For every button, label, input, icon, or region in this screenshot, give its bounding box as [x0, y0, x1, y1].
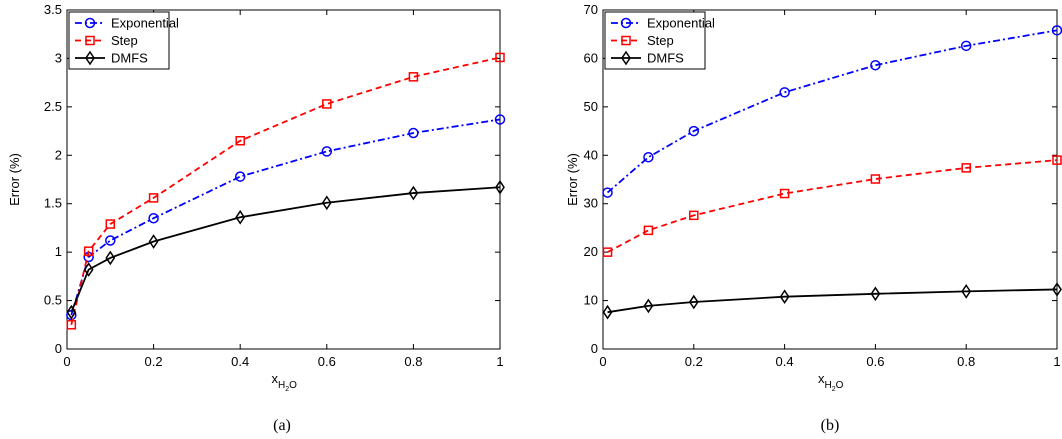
legend-marker-exponential — [620, 17, 632, 29]
data-point-dmfs — [688, 294, 699, 310]
data-point-step — [105, 219, 116, 229]
series-line-step — [607, 159, 1058, 253]
data-point-dmfs — [408, 185, 419, 201]
data-point-exponential — [494, 114, 506, 125]
legend-marker-dmfs — [621, 50, 631, 66]
data-point-exponential — [105, 235, 116, 246]
data-point-exponential — [408, 127, 419, 139]
y-tick-label: 2.5 — [44, 99, 62, 114]
data-point-step — [408, 72, 419, 82]
y-tick-label: 0.5 — [44, 293, 62, 308]
data-point-exponential — [643, 151, 654, 163]
series-line-exponential — [606, 29, 1058, 194]
legend-label-step: Step — [111, 33, 138, 48]
legend-label-exponential: Exponential — [111, 16, 179, 31]
x-tick-label: 0.2 — [145, 354, 163, 369]
x-tick-label: 0.6 — [318, 354, 336, 369]
data-point-dmfs — [602, 304, 613, 320]
x-tick-label: 0 — [63, 354, 70, 369]
y-tick-label: 3 — [55, 50, 62, 65]
legend-marker-dmfs — [85, 50, 95, 66]
legend-label-exponential: Exponential — [647, 16, 715, 31]
data-point-dmfs — [643, 298, 654, 314]
data-point-step — [779, 188, 790, 199]
data-point-exponential — [321, 146, 333, 157]
data-point-dmfs — [495, 179, 505, 195]
figure-caption: (b) — [821, 417, 840, 434]
y-tick-label: 1.5 — [44, 196, 62, 211]
legend-label-dmfs: DMFS — [111, 51, 148, 66]
data-point-step — [235, 136, 245, 146]
data-point-exponential — [148, 212, 159, 224]
x-tick-label: 0.8 — [957, 354, 975, 369]
data-point-step — [961, 163, 971, 173]
legend-marker-step — [621, 35, 631, 46]
y-tick-label: 60 — [584, 50, 598, 65]
data-point-dmfs — [1052, 282, 1062, 297]
data-point-step — [495, 52, 505, 63]
x-tick-label: 1 — [496, 354, 503, 369]
legend-marker-exponential — [84, 17, 96, 29]
x-tick-label: 0.2 — [685, 354, 703, 369]
x-tick-label: 1 — [1053, 354, 1060, 369]
y-axis-label: Error (%) — [7, 153, 22, 206]
y-tick-label: 1 — [55, 244, 62, 259]
data-point-step — [322, 99, 332, 109]
x-tick-label: 0.8 — [404, 354, 422, 369]
data-point-dmfs — [961, 284, 972, 299]
y-tick-label: 50 — [584, 99, 598, 114]
x-tick-label: 0.6 — [866, 354, 884, 369]
x-tick-label: 0.4 — [231, 354, 249, 369]
data-point-dmfs — [235, 209, 246, 225]
chart-panel-a: 0 0.2 0.4 0.6 0.8 1 0 0.5 1 1.5 2 2.5 3 3.5 Error (%) x… — [7, 2, 506, 434]
data-point-dmfs — [66, 304, 77, 320]
y-tick-label: 70 — [584, 2, 598, 17]
legend-marker-step — [85, 35, 95, 46]
data-point-dmfs — [321, 195, 332, 211]
data-point-exponential — [960, 40, 972, 52]
data-point-dmfs — [148, 234, 159, 249]
legend-label-dmfs: DMFS — [647, 51, 684, 66]
data-point-dmfs — [83, 262, 94, 277]
data-point-exponential — [688, 125, 700, 137]
y-tick-label: 30 — [584, 196, 598, 211]
y-tick-label: 0 — [55, 341, 62, 356]
data-point-dmfs — [779, 289, 790, 305]
x-tick-label: 0.4 — [776, 354, 794, 369]
y-tick-label: 40 — [584, 147, 598, 162]
y-tick-label: 2 — [55, 147, 62, 162]
legend-label-step: Step — [647, 33, 674, 48]
y-tick-label: 0 — [591, 341, 598, 356]
y-tick-label: 20 — [584, 244, 598, 259]
x-axis-label: xH2O — [272, 371, 298, 393]
x-tick-label: 0 — [599, 354, 606, 369]
y-tick-label: 3.5 — [44, 2, 62, 17]
data-point-step — [689, 210, 699, 221]
series-line-dmfs — [607, 288, 1058, 314]
data-point-step — [66, 320, 77, 330]
data-point-exponential — [602, 187, 613, 198]
data-point-step — [602, 247, 613, 257]
data-point-step — [83, 246, 94, 256]
y-axis-label: Error (%) — [565, 153, 580, 206]
x-axis-label: xH2O — [818, 371, 844, 393]
data-point-dmfs — [870, 286, 881, 302]
data-point-exponential — [779, 87, 790, 98]
data-point-step — [870, 174, 881, 184]
data-point-step — [148, 193, 159, 203]
data-point-step — [1052, 155, 1062, 165]
data-point-dmfs — [105, 250, 116, 266]
figure-caption: (a) — [273, 417, 291, 434]
data-point-exponential — [870, 59, 881, 71]
y-tick-label: 10 — [584, 293, 598, 308]
data-point-step — [643, 225, 654, 236]
data-point-exponential — [234, 171, 246, 182]
